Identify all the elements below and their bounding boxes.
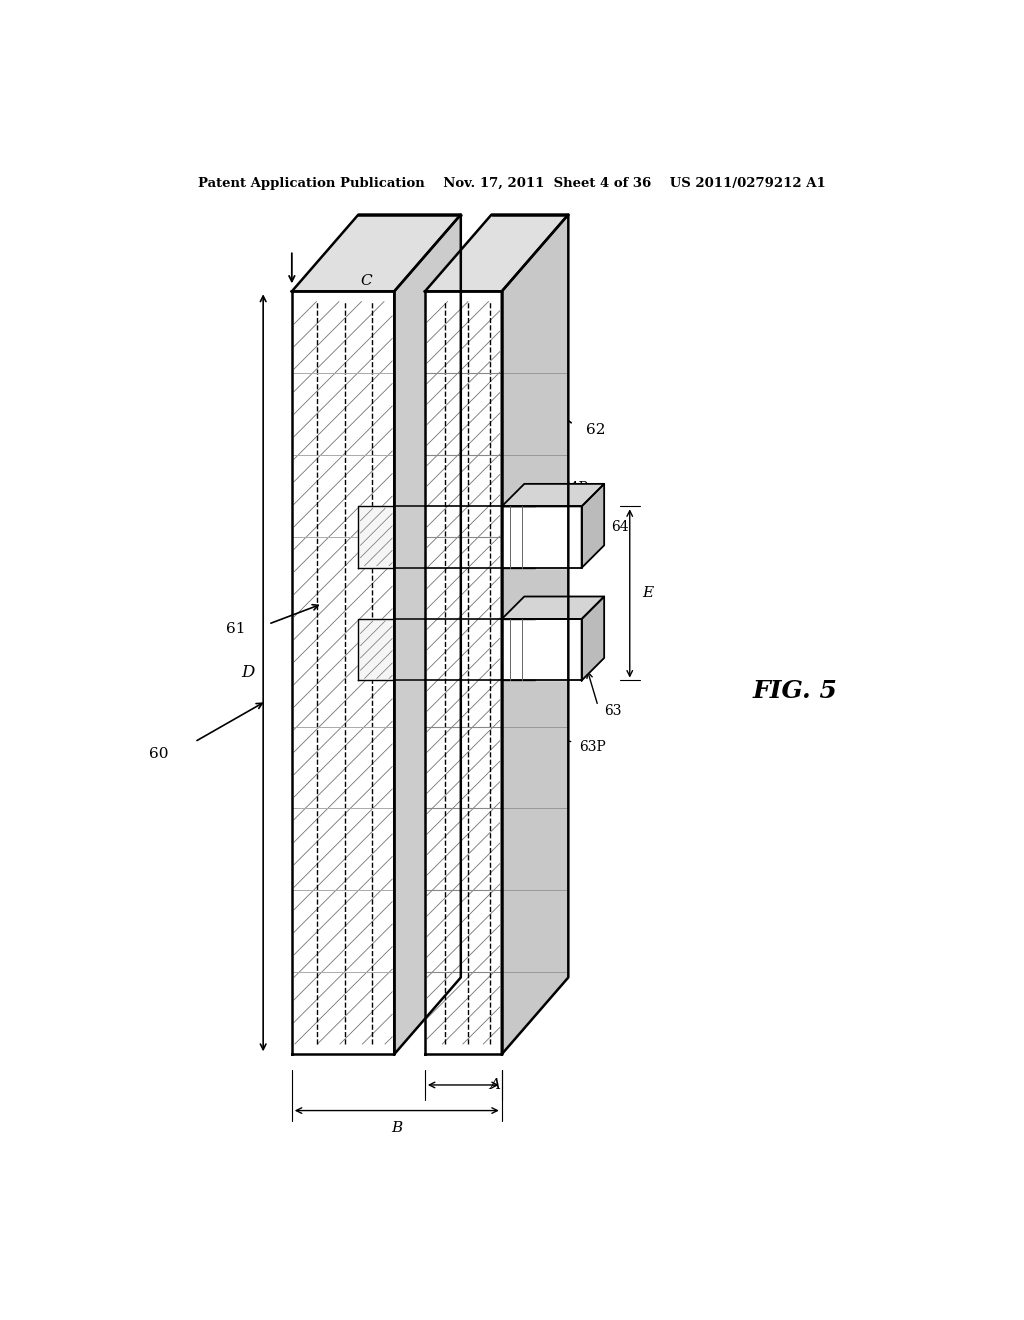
Polygon shape bbox=[582, 597, 604, 681]
Polygon shape bbox=[425, 292, 502, 1055]
Text: B: B bbox=[391, 1121, 402, 1135]
Text: E: E bbox=[642, 586, 653, 601]
Polygon shape bbox=[394, 215, 461, 1055]
Polygon shape bbox=[502, 484, 604, 507]
Polygon shape bbox=[502, 215, 568, 1055]
Text: Patent Application Publication    Nov. 17, 2011  Sheet 4 of 36    US 2011/027921: Patent Application Publication Nov. 17, … bbox=[198, 177, 826, 190]
Text: 62: 62 bbox=[586, 422, 605, 437]
Text: FIG. 5: FIG. 5 bbox=[753, 678, 838, 702]
Text: 60: 60 bbox=[148, 747, 169, 762]
Polygon shape bbox=[292, 292, 394, 1055]
Polygon shape bbox=[292, 215, 461, 292]
Text: 63: 63 bbox=[604, 704, 622, 718]
Polygon shape bbox=[358, 619, 394, 681]
Text: A: A bbox=[489, 1078, 500, 1092]
Polygon shape bbox=[582, 484, 604, 568]
Polygon shape bbox=[425, 215, 568, 292]
Text: D: D bbox=[242, 664, 255, 681]
Text: C: C bbox=[360, 275, 373, 288]
Polygon shape bbox=[358, 507, 394, 568]
Text: 64P: 64P bbox=[561, 480, 588, 495]
Polygon shape bbox=[502, 597, 604, 619]
Text: 64: 64 bbox=[611, 520, 629, 533]
Text: 61: 61 bbox=[226, 622, 246, 636]
Polygon shape bbox=[502, 619, 582, 681]
Text: 63P: 63P bbox=[580, 741, 606, 754]
Polygon shape bbox=[502, 507, 582, 568]
